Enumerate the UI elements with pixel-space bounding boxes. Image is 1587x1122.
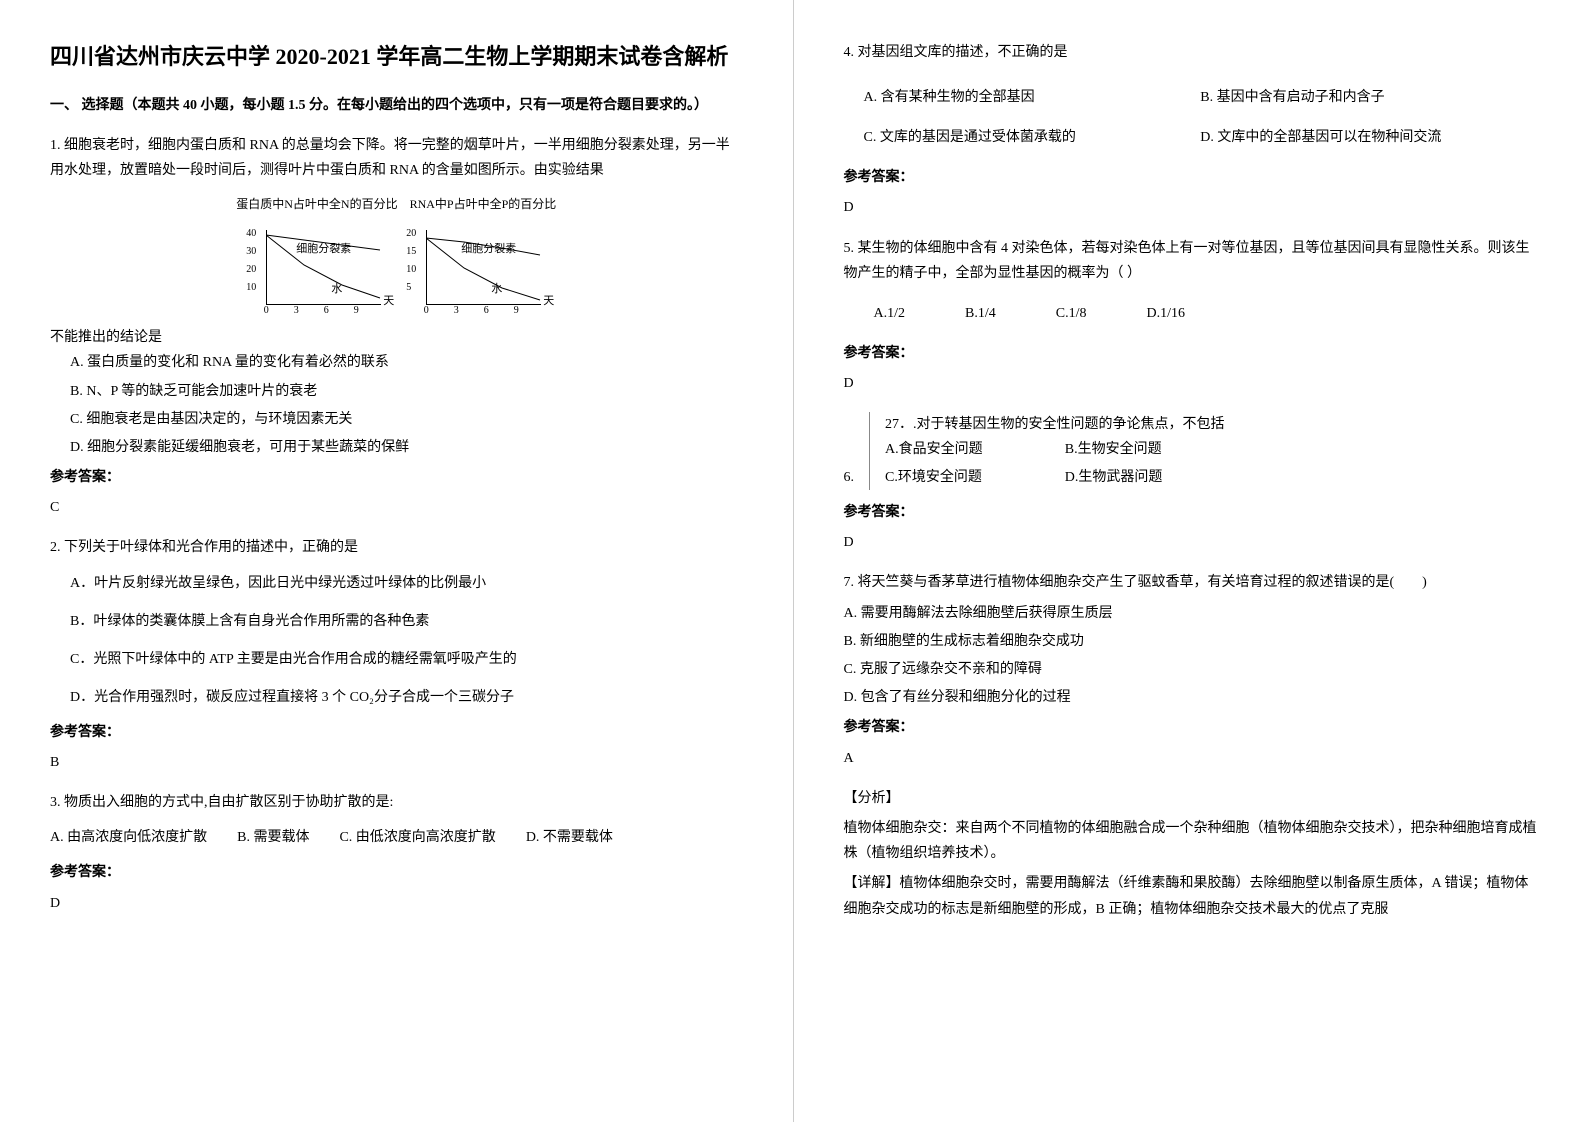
q1-options: A. 蛋白质量的变化和 RNA 量的变化有着必然的联系 B. N、P 等的缺乏可… <box>50 350 743 460</box>
question-7: 7. 将天竺葵与香茅草进行植物体细胞杂交产生了驱蚊香草，有关培育过程的叙述错误的… <box>844 570 1538 921</box>
option-a: A.1/2 <box>874 301 906 326</box>
answer-label: 参考答案： <box>844 165 1538 190</box>
q1-text: 1. 细胞衰老时，细胞内蛋白质和 RNA 的总量均会下降。将一完整的烟草叶片，一… <box>50 133 743 183</box>
series-label: 细胞分裂素 <box>296 240 351 260</box>
q4-answer: D <box>844 195 1538 220</box>
option-c: C. 克服了远缘杂交不亲和的障碍 <box>844 657 1538 682</box>
question-5: 5. 某生物的体细胞中含有 4 对染色体，若每对染色体上有一对等位基因，且等位基… <box>844 236 1538 397</box>
answer-label: 参考答案： <box>50 860 743 885</box>
option-a: A. 蛋白质量的变化和 RNA 量的变化有着必然的联系 <box>70 350 743 375</box>
answer-label: 参考答案： <box>50 720 743 745</box>
option-b: B.1/4 <box>965 301 996 326</box>
option-a: A.食品安全问题 <box>885 437 1045 462</box>
x-axis-label: 天 <box>543 292 554 312</box>
series-label: 水 <box>491 280 502 300</box>
option-d: D. 细胞分裂素能延缓细胞衰老，可用于某些蔬菜的保鲜 <box>70 435 743 460</box>
option-a: A. 需要用酶解法去除细胞壁后获得原生质层 <box>844 601 1538 626</box>
detail-body: 植物体细胞杂交时，需要用酶解法（纤维素酶和果胶酶）去除细胞壁以制备原生质体，A … <box>844 876 1529 916</box>
series-label: 细胞分裂素 <box>461 240 516 260</box>
analysis-label: 【分析】 <box>844 786 1538 811</box>
y-tick: 20 <box>246 261 256 279</box>
option-c: C. 文库的基因是通过受体菌承载的 <box>864 120 1201 155</box>
q4-text: 4. 对基因组文库的描述，不正确的是 <box>844 40 1538 65</box>
option-c: C.环境安全问题 <box>885 465 1045 490</box>
y-tick: 20 <box>406 225 416 243</box>
q2-text: 2. 下列关于叶绿体和光合作用的描述中，正确的是 <box>50 535 743 560</box>
analysis-text: 植物体细胞杂交：来自两个不同植物的体细胞融合成一个杂种细胞（植物体细胞杂交技术）… <box>844 816 1538 866</box>
detail-label: 【详解】 <box>844 876 900 891</box>
y-tick: 30 <box>246 243 256 261</box>
option-b: B. 新细胞壁的生成标志着细胞杂交成功 <box>844 629 1538 654</box>
chart-caption-left: 蛋白质中N占叶中全N的百分比 <box>236 197 397 211</box>
series-label: 水 <box>331 280 342 300</box>
question-6: 6. 27．.对于转基因生物的安全性问题的争论焦点，不包括 A.食品安全问题 B… <box>844 412 1538 556</box>
option-d: D.生物武器问题 <box>1065 465 1225 490</box>
chart-caption-right: RNA中P占叶中全P的百分比 <box>410 197 557 211</box>
option-d: D. 文库中的全部基因可以在物种间交流 <box>1200 120 1537 155</box>
option-a: A．叶片反射绿光故呈绿色，因此日光中绿光透过叶绿体的比例最小 <box>70 566 743 601</box>
question-3: 3. 物质出入细胞的方式中,自由扩散区别于协助扩散的是: A. 由高浓度向低浓度… <box>50 790 743 916</box>
option-c: C. 细胞衰老是由基因决定的，与环境因素无关 <box>70 407 743 432</box>
option-d: D. 不需要载体 <box>526 825 613 850</box>
detail-text: 【详解】植物体细胞杂交时，需要用酶解法（纤维素酶和果胶酶）去除细胞壁以制备原生质… <box>844 871 1538 921</box>
answer-label: 参考答案： <box>844 500 1538 525</box>
q5-text: 5. 某生物的体细胞中含有 4 对染色体，若每对染色体上有一对等位基因，且等位基… <box>844 236 1538 286</box>
option-b: B. 基因中含有启动子和内含子 <box>1200 80 1537 115</box>
q3-answer: D <box>50 891 743 916</box>
y-tick: 15 <box>406 243 416 261</box>
option-b: B. 需要载体 <box>237 825 309 850</box>
q6-num: 6. <box>844 465 855 490</box>
answer-label: 参考答案： <box>844 341 1538 366</box>
q2-answer: B <box>50 750 743 775</box>
chart-left: 40 30 20 10 0 3 6 9 天 细胞分裂素 水 <box>246 225 386 315</box>
q4-options: A. 含有某种生物的全部基因 B. 基因中含有启动子和内含子 C. 文库的基因是… <box>844 80 1538 160</box>
q7-text: 7. 将天竺葵与香茅草进行植物体细胞杂交产生了驱蚊香草，有关培育过程的叙述错误的… <box>844 570 1538 595</box>
q2-options: A．叶片反射绿光故呈绿色，因此日光中绿光透过叶绿体的比例最小 B．叶绿体的类囊体… <box>50 566 743 715</box>
option-b: B．叶绿体的类囊体膜上含有自身光合作用所需的各种色素 <box>70 604 743 639</box>
q6-answer: D <box>844 530 1538 555</box>
option-d: D．光合作用强烈时，碳反应过程直接将 3 个 CO₂分子合成一个三碳分子 <box>70 680 743 715</box>
question-4: 4. 对基因组文库的描述，不正确的是 A. 含有某种生物的全部基因 B. 基因中… <box>844 40 1538 221</box>
q1-pre-options: 不能推出的结论是 <box>50 325 743 350</box>
option-a: A. 由高浓度向低浓度扩散 <box>50 825 207 850</box>
answer-label: 参考答案： <box>50 465 743 490</box>
q1-answer: C <box>50 495 743 520</box>
option-b: B. N、P 等的缺乏可能会加速叶片的衰老 <box>70 379 743 404</box>
option-d: D. 包含了有丝分裂和细胞分化的过程 <box>844 685 1538 710</box>
x-axis-label: 天 <box>383 292 394 312</box>
option-a: A. 含有某种生物的全部基因 <box>864 80 1201 115</box>
charts-row: 40 30 20 10 0 3 6 9 天 细胞分裂素 水 <box>50 225 743 315</box>
q6-box: 27．.对于转基因生物的安全性问题的争论焦点，不包括 A.食品安全问题 B.生物… <box>869 412 1225 491</box>
q7-answer: A <box>844 746 1538 771</box>
q6-options: A.食品安全问题 B.生物安全问题 C.环境安全问题 D.生物武器问题 <box>885 437 1225 490</box>
chart-caption: 蛋白质中N占叶中全N的百分比 RNA中P占叶中全P的百分比 <box>50 194 743 216</box>
y-tick: 10 <box>246 279 256 297</box>
y-tick: 40 <box>246 225 256 243</box>
option-c: C.1/8 <box>1056 301 1087 326</box>
answer-label: 参考答案： <box>844 715 1538 740</box>
question-1: 1. 细胞衰老时，细胞内蛋白质和 RNA 的总量均会下降。将一完整的烟草叶片，一… <box>50 133 743 520</box>
option-d: D.1/16 <box>1146 301 1185 326</box>
q3-options: A. 由高浓度向低浓度扩散 B. 需要载体 C. 由低浓度向高浓度扩散 D. 不… <box>50 825 743 850</box>
question-2: 2. 下列关于叶绿体和光合作用的描述中，正确的是 A．叶片反射绿光故呈绿色，因此… <box>50 535 743 775</box>
q3-text: 3. 物质出入细胞的方式中,自由扩散区别于协助扩散的是: <box>50 790 743 815</box>
q7-options: A. 需要用酶解法去除细胞壁后获得原生质层 B. 新细胞壁的生成标志着细胞杂交成… <box>844 601 1538 711</box>
option-c: C．光照下叶绿体中的 ATP 主要是由光合作用合成的糖经需氧呼吸产生的 <box>70 642 743 677</box>
q5-options: A.1/2 B.1/4 C.1/8 D.1/16 <box>844 301 1538 326</box>
section-header: 一、 选择题（本题共 40 小题，每小题 1.5 分。在每小题给出的四个选项中，… <box>50 93 743 118</box>
q5-answer: D <box>844 371 1538 396</box>
q6-text: 27．.对于转基因生物的安全性问题的争论焦点，不包括 <box>885 412 1225 437</box>
y-tick: 5 <box>406 279 411 297</box>
chart-right: 20 15 10 5 0 3 6 9 天 细胞分裂素 水 <box>406 225 546 315</box>
option-c: C. 由低浓度向高浓度扩散 <box>339 825 495 850</box>
y-tick: 10 <box>406 261 416 279</box>
option-b: B.生物安全问题 <box>1065 437 1225 462</box>
exam-title: 四川省达州市庆云中学 2020-2021 学年高二生物上学期期末试卷含解析 <box>50 40 743 73</box>
